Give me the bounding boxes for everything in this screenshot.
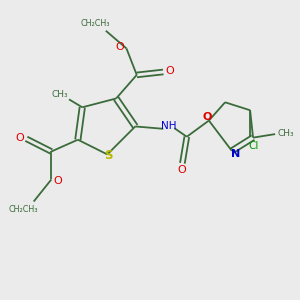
Text: CH₂CH₃: CH₂CH₃ [9, 205, 38, 214]
Text: O: O [165, 66, 174, 76]
Text: CH₃: CH₃ [278, 129, 294, 138]
Text: Cl: Cl [248, 141, 259, 151]
Text: O: O [116, 42, 124, 52]
Text: O: O [16, 133, 24, 143]
Text: N: N [231, 149, 241, 159]
Text: CH₂CH₃: CH₂CH₃ [81, 19, 110, 28]
Text: NH: NH [161, 121, 176, 131]
Text: CH₃: CH₃ [52, 90, 68, 99]
Text: O: O [203, 112, 212, 122]
Text: O: O [53, 176, 62, 186]
Text: S: S [103, 148, 112, 161]
Text: O: O [177, 165, 186, 175]
